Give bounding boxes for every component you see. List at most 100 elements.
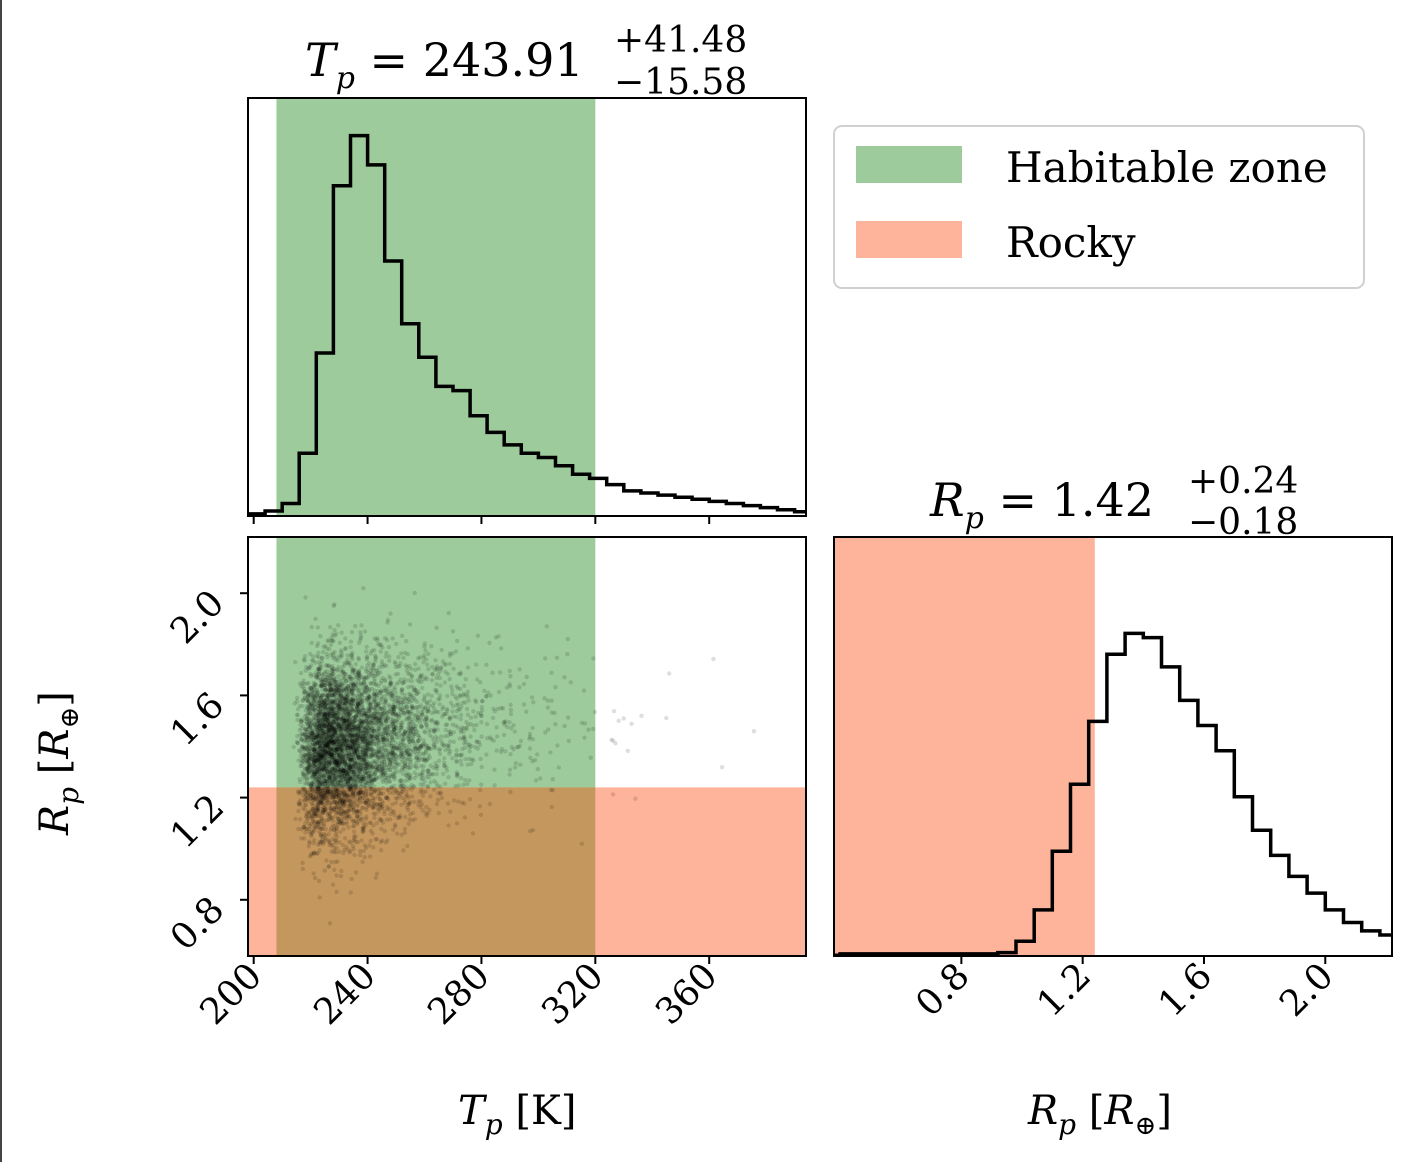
scatter-point — [393, 795, 398, 801]
scatter-point — [368, 802, 373, 807]
scatter-point — [332, 691, 338, 697]
scatter-point — [368, 668, 373, 674]
scatter-point — [377, 744, 382, 749]
scatter-point — [633, 796, 638, 801]
scatter-point — [336, 799, 341, 804]
scatter-point — [329, 638, 335, 644]
scatter-point — [490, 715, 496, 721]
scatter-point — [317, 722, 322, 727]
scatter-point — [345, 653, 350, 658]
scatter-point — [350, 681, 355, 686]
scatter-point — [342, 718, 348, 723]
scatter-point — [472, 727, 477, 733]
scatter-point — [322, 807, 327, 813]
scatter-point — [340, 794, 345, 800]
scatter-point — [335, 715, 340, 720]
scatter-point — [316, 766, 321, 772]
scatter-point — [316, 790, 321, 795]
scatter-point — [319, 712, 324, 718]
scatter-point — [328, 713, 333, 718]
scatter-point — [326, 839, 332, 844]
scatter-point — [443, 727, 448, 733]
scatter-point — [346, 771, 351, 776]
scatter-point — [311, 685, 317, 690]
scatter-point — [341, 720, 346, 725]
scatter-point — [445, 744, 451, 749]
scatter-point — [424, 657, 429, 662]
scatter-point — [318, 728, 323, 734]
scatter-point — [363, 800, 368, 805]
scatter-point — [405, 762, 410, 767]
scatter-point — [562, 675, 567, 680]
scatter-point — [388, 785, 394, 790]
scatter-point — [442, 756, 447, 761]
scatter-point — [331, 671, 336, 676]
scatter-point — [337, 742, 342, 747]
scatter-point — [378, 649, 383, 654]
scatter-point — [407, 622, 413, 627]
scatter-point — [389, 735, 395, 740]
scatter-point — [410, 717, 415, 722]
scatter-point — [295, 741, 300, 746]
scatter-point — [336, 703, 341, 708]
scatter-point — [347, 722, 352, 727]
scatter-point — [393, 690, 398, 696]
scatter-point — [448, 732, 454, 737]
scatter-point — [314, 691, 320, 696]
scatter-point — [355, 727, 361, 732]
scatter-point — [406, 757, 411, 762]
scatter-point — [478, 680, 483, 685]
scatter-point — [383, 840, 388, 845]
scatter-point — [295, 717, 300, 723]
scatter-point — [419, 724, 425, 729]
scatter-point — [342, 727, 347, 732]
scatter-point — [306, 694, 311, 699]
scatter-point — [326, 864, 331, 870]
scatter-point — [423, 648, 428, 653]
scatter-point — [592, 709, 598, 715]
scatter-point — [360, 704, 365, 710]
scatter-point — [320, 841, 326, 847]
scatter-point — [359, 838, 364, 843]
scatter-point — [337, 754, 342, 760]
scatter-point — [496, 634, 501, 639]
scatter-point — [629, 721, 634, 726]
scatter-point — [311, 698, 316, 704]
scatter-point — [350, 739, 356, 744]
scatter-point — [298, 817, 303, 822]
scatter-point — [367, 661, 372, 666]
scatter-point — [342, 792, 348, 797]
scatter-point — [291, 744, 296, 750]
scatter-overlap-band — [276, 787, 596, 956]
scatter-point — [350, 657, 355, 662]
scatter-point — [323, 717, 328, 723]
scatter-point — [416, 738, 421, 743]
scatter-point — [314, 653, 319, 659]
scatter-point — [307, 854, 313, 859]
scatter-point — [429, 746, 434, 751]
scatter-point — [349, 630, 355, 635]
scatter-point — [317, 742, 323, 747]
scatter-point — [465, 665, 471, 670]
scatter-point — [372, 729, 378, 734]
scatter-point — [462, 777, 468, 783]
scatter-point — [467, 742, 472, 747]
scatter-point — [327, 719, 332, 724]
scatter-point — [467, 778, 472, 783]
scatter-point — [475, 677, 480, 682]
scatter-point — [542, 696, 547, 701]
scatter-point — [332, 693, 337, 699]
scatter-point — [356, 808, 361, 814]
scatter-point — [611, 708, 617, 714]
scatter-point — [454, 714, 459, 720]
scatter-point — [356, 689, 361, 694]
scatter-point — [370, 764, 375, 769]
scatter-point — [325, 798, 330, 803]
scatter-point — [394, 713, 399, 718]
scatter-point — [413, 661, 418, 667]
scatter-point — [334, 655, 339, 660]
scatter-point — [327, 762, 332, 768]
scatter-point — [297, 789, 302, 795]
scatter-point — [341, 672, 347, 677]
scatter-point — [320, 727, 325, 732]
